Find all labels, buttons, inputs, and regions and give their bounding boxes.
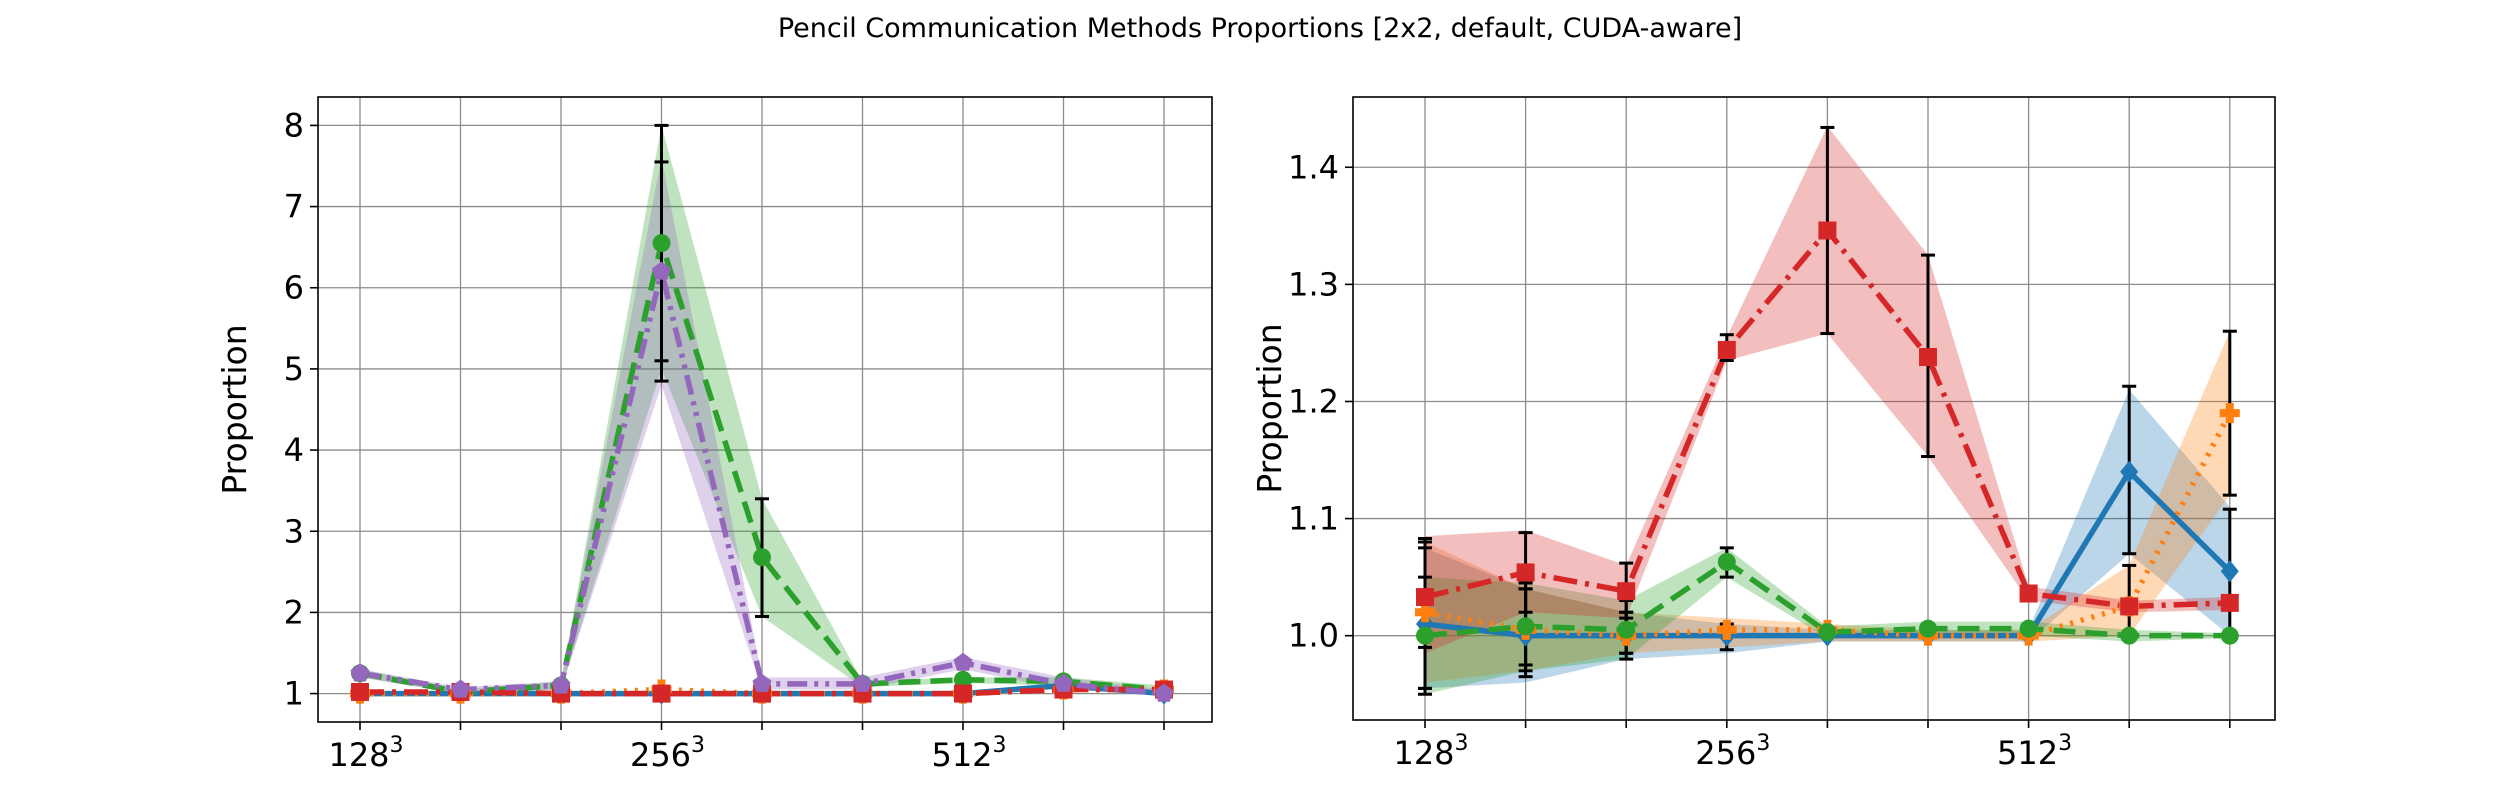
y-tick-label: 1.1 (1288, 500, 1339, 538)
data-point (1054, 673, 1073, 692)
x-tick-base: 128 (1393, 734, 1454, 772)
series-line (1424, 559, 2230, 639)
data-point (551, 675, 571, 694)
y-tick-label: 6 (284, 269, 304, 307)
x-tick-exponent: 3 (993, 733, 1007, 758)
x-tick-label: 5123 (931, 733, 1006, 774)
data-point (853, 673, 872, 692)
data-point (1919, 619, 1937, 638)
data-point (1516, 563, 1535, 582)
x-tick-label: 1283 (1393, 731, 1468, 772)
y-tick-label: 2 (284, 593, 304, 631)
data-point (1919, 347, 1937, 366)
y-axis-label: Proportion (215, 324, 254, 494)
data-point (652, 234, 671, 253)
figure-title: Pencil Communication Methods Proportions… (778, 13, 1742, 44)
data-point (954, 684, 972, 703)
data-point (1516, 617, 1535, 636)
y-axis-label: Proportion (1250, 323, 1289, 493)
x-tick-base: 512 (931, 736, 992, 774)
x-tick-label: 5123 (1997, 731, 2072, 772)
x-tick-exponent: 3 (390, 733, 404, 758)
x-tick-exponent: 3 (1756, 731, 1770, 756)
data-point (1818, 623, 1837, 642)
grid (318, 97, 1212, 722)
data-point (1415, 602, 1435, 623)
data-point (1416, 626, 1434, 645)
data-point (2120, 626, 2139, 645)
data-point (753, 548, 771, 567)
x-tick-label: 2563 (1695, 731, 1770, 772)
data-point (1716, 619, 1737, 640)
data-point (652, 261, 671, 280)
x-tick-exponent: 3 (2058, 731, 2072, 756)
series-line (359, 268, 1165, 697)
x-tick-base: 256 (630, 736, 691, 774)
y-tick-label: 1.2 (1288, 382, 1339, 420)
x-tick-label: 1283 (328, 733, 403, 774)
plot-area (1415, 125, 2240, 696)
x-tick-base: 512 (1997, 734, 2058, 772)
data-point (953, 652, 973, 671)
data-point (1717, 340, 1736, 359)
data-point (2220, 593, 2239, 612)
plot-frame (317, 96, 1213, 723)
y-tick-label: 1.4 (1288, 148, 1339, 186)
data-point (2219, 403, 2240, 424)
data-point (1717, 552, 1736, 571)
data-point (2120, 460, 2139, 483)
data-point (752, 673, 772, 692)
x-tick-label: 2563 (630, 733, 705, 774)
y-tick-label: 8 (284, 106, 304, 144)
x-tick-base: 128 (328, 736, 389, 774)
confidence-band (1425, 331, 2230, 683)
y-tick-label: 1.3 (1288, 265, 1339, 303)
data-point (652, 684, 671, 703)
data-point (1416, 588, 1434, 607)
data-point (2220, 626, 2239, 645)
plot-frame (1352, 96, 2276, 721)
data-point (2220, 560, 2239, 583)
x-tick-base: 256 (1695, 734, 1756, 772)
y-tick-label: 5 (284, 350, 304, 388)
x-tick-exponent: 3 (1455, 731, 1469, 756)
data-point (954, 670, 972, 689)
data-point (1617, 582, 1636, 601)
y-tick-label: 3 (284, 512, 304, 550)
data-point (2019, 619, 2038, 638)
data-point (451, 679, 470, 698)
data-point (2120, 597, 2139, 616)
x-tick-exponent: 3 (691, 733, 705, 758)
data-point (1617, 620, 1636, 639)
y-tick-label: 1.0 (1288, 617, 1339, 655)
data-point (1154, 683, 1174, 702)
y-tick-label: 1 (284, 675, 304, 713)
plot-area (350, 123, 1174, 705)
data-point (350, 663, 370, 682)
data-point (1818, 221, 1837, 240)
data-point (351, 682, 369, 701)
y-tick-label: 4 (284, 431, 304, 469)
y-tick-label: 7 (284, 188, 304, 226)
data-point (2019, 584, 2038, 603)
